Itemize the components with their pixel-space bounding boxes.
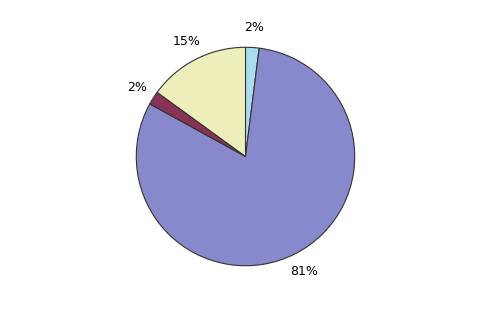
Wedge shape: [136, 48, 355, 266]
Wedge shape: [157, 47, 246, 157]
Text: 2%: 2%: [244, 21, 264, 34]
Wedge shape: [150, 92, 246, 157]
Wedge shape: [246, 47, 259, 157]
Text: 15%: 15%: [173, 35, 201, 48]
Text: 2%: 2%: [127, 81, 147, 94]
Text: 81%: 81%: [290, 265, 318, 278]
